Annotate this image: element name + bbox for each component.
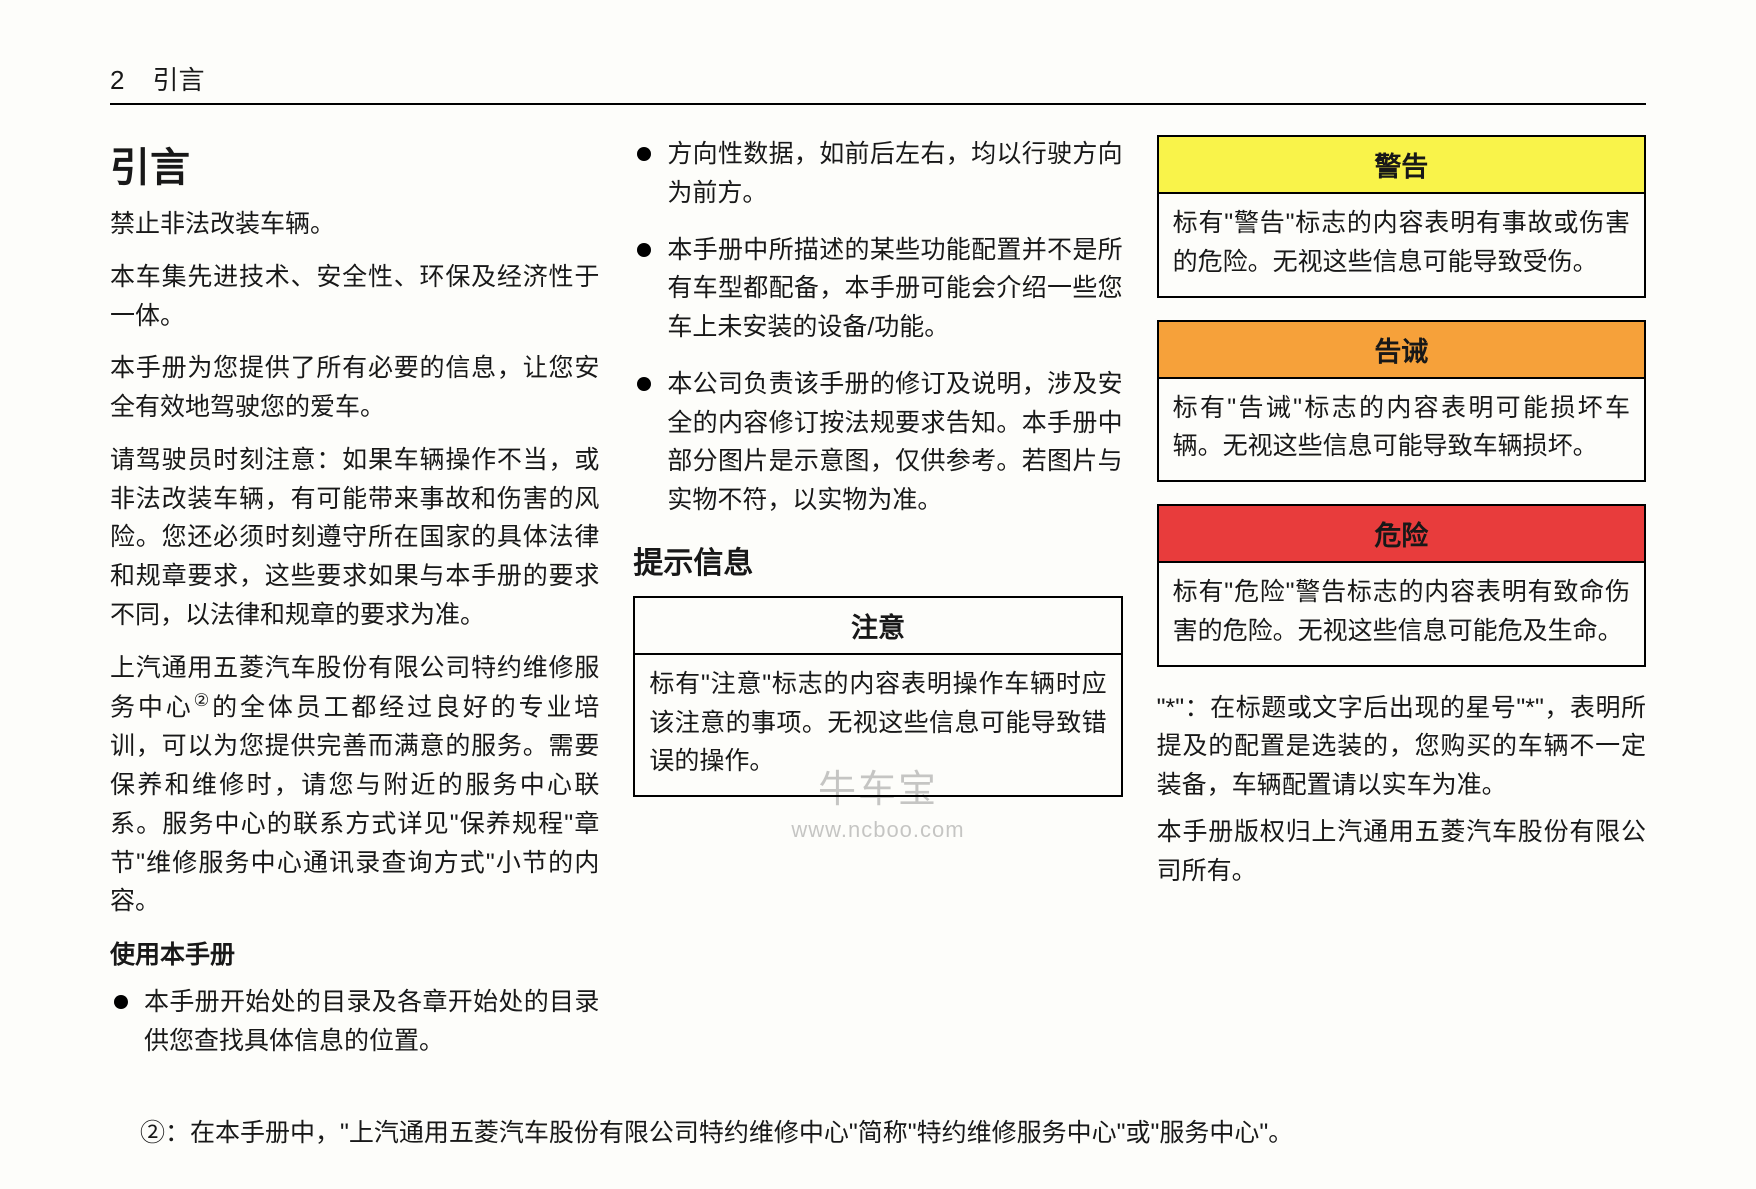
page-number: 2 [110,65,124,96]
intro-p1: 禁止非法改装车辆。 [110,205,599,244]
col1-bullets: 本手册开始处的目录及各章开始处的目录供您查找具体信息的位置。 [110,983,599,1061]
column-1: 引言 禁止非法改装车辆。 本车集先进技术、安全性、环保及经济性于一体。 本手册为… [110,135,599,1079]
footnote-2: ②：在本手册中，"上汽通用五菱汽车股份有限公司特约维修中心"简称"特约维修服务中… [110,1113,1646,1149]
col2-bullet-2: 本手册中所描述的某些功能配置并不是所有车型都配备，本手册可能会介绍一些您车上未安… [633,231,1122,347]
notice-body-warning: 标有"警告"标志的内容表明有事故或伤害的危险。无视这些信息可能导致受伤。 [1159,194,1644,296]
page-header: 2 引言 [110,60,1646,105]
notice-box-warning: 警告 标有"警告"标志的内容表明有事故或伤害的危险。无视这些信息可能导致受伤。 [1157,135,1646,298]
footnote-ref-2: ② [194,690,213,710]
notice-header-attention: 注意 [635,598,1120,655]
col2-bullet-3: 本公司负责该手册的修订及说明，涉及安全的内容修订按法规要求告知。本手册中部分图片… [633,365,1122,520]
intro-p5-b: 的全体员工都经过良好的专业培训，可以为您提供完善而满意的服务。需要保养和维修时，… [110,694,599,916]
notice-body-attention: 标有"注意"标志的内容表明操作车辆时应该注意的事项。无视这些信息可能导致错误的操… [635,655,1120,795]
column-3: 警告 标有"警告"标志的内容表明有事故或伤害的危险。无视这些信息可能导致受伤。 … [1157,135,1646,1079]
copyright-text: 本手册版权归上汽通用五菱汽车股份有限公司所有。 [1157,813,1646,891]
section-notice-info: 提示信息 [633,538,1122,582]
notice-body-caution: 标有"告诫"标志的内容表明可能损坏车辆。无视这些信息可能导致车辆损坏。 [1159,379,1644,481]
header-section-title: 引言 [152,60,204,97]
col2-bullets: 方向性数据，如前后左右，均以行驶方向为前方。 本手册中所描述的某些功能配置并不是… [633,135,1122,520]
notice-body-danger: 标有"危险"警告标志的内容表明有致命伤害的危险。无视这些信息可能危及生命。 [1159,563,1644,665]
notice-box-attention: 注意 标有"注意"标志的内容表明操作车辆时应该注意的事项。无视这些信息可能导致错… [633,596,1122,797]
notice-box-danger: 危险 标有"危险"警告标志的内容表明有致命伤害的危险。无视这些信息可能危及生命。 [1157,504,1646,667]
intro-p5: 上汽通用五菱汽车股份有限公司特约维修服务中心②的全体员工都经过良好的专业培训，可… [110,649,599,922]
intro-p4: 请驾驶员时刻注意：如果车辆操作不当，或非法改装车辆，有可能带来事故和伤害的风险。… [110,441,599,635]
col1-bullet-1: 本手册开始处的目录及各章开始处的目录供您查找具体信息的位置。 [110,983,599,1061]
page-title: 引言 [110,135,599,193]
content-columns: 引言 禁止非法改装车辆。 本车集先进技术、安全性、环保及经济性于一体。 本手册为… [110,135,1646,1079]
intro-p3: 本手册为您提供了所有必要的信息，让您安全有效地驾驶您的爱车。 [110,349,599,427]
manual-page: 2 引言 引言 禁止非法改装车辆。 本车集先进技术、安全性、环保及经济性于一体。… [0,0,1756,1189]
sub-heading-use-manual: 使用本手册 [110,935,599,971]
intro-p2: 本车集先进技术、安全性、环保及经济性于一体。 [110,258,599,336]
asterisk-footnote: "*"：在标题或文字后出现的星号"*"，表明所提及的配置是选装的，您购买的车辆不… [1157,689,1646,805]
notice-header-caution: 告诫 [1159,322,1644,379]
notice-header-danger: 危险 [1159,506,1644,563]
notice-box-caution: 告诫 标有"告诫"标志的内容表明可能损坏车辆。无视这些信息可能导致车辆损坏。 [1157,320,1646,483]
notice-header-warning: 警告 [1159,137,1644,194]
column-2: 方向性数据，如前后左右，均以行驶方向为前方。 本手册中所描述的某些功能配置并不是… [633,135,1122,1079]
col2-bullet-1: 方向性数据，如前后左右，均以行驶方向为前方。 [633,135,1122,213]
